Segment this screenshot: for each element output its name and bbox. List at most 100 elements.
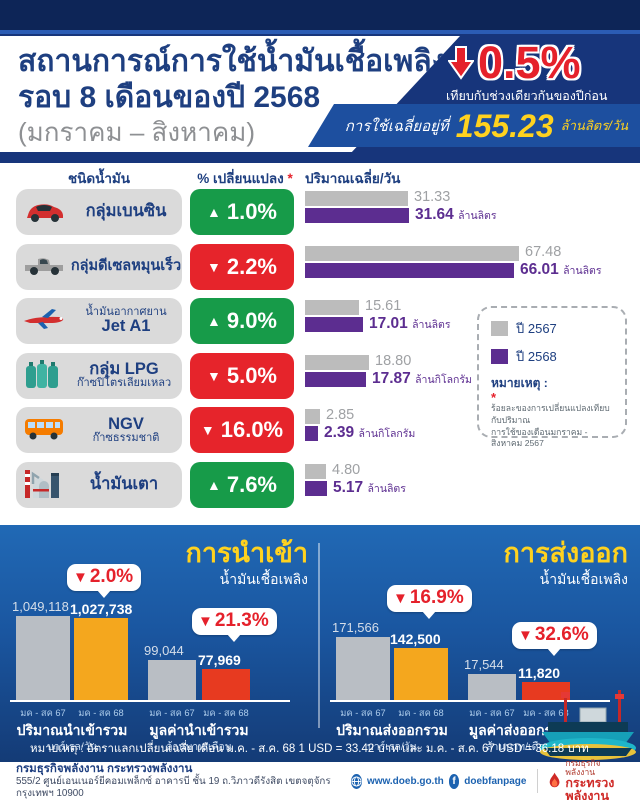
average-usage-unit: ล้านลิตร/วัน [560, 118, 628, 133]
change-bubble: ▼ 2.0% [67, 564, 142, 598]
header-top-strip [0, 0, 640, 30]
group-unit: บาร์เรล/วัน [367, 741, 417, 753]
axis-line [10, 700, 290, 702]
value-unit: ล้านกิโลกรัม [415, 373, 472, 386]
value-2568: 31.64 ล้านลิตร [415, 206, 497, 223]
value-2568: 66.01 ล้านลิตร [520, 260, 602, 278]
bar-2568 [305, 208, 409, 223]
change-badge: ▼ 2.2% [190, 243, 294, 290]
value-2568: 5.17 ล้านลิตร [333, 478, 406, 496]
change-badge: ▲ 7.6% [190, 461, 294, 508]
group-caption: ปริมาณนำเข้ารวม [16, 722, 128, 738]
facebook-glyph: f [452, 775, 456, 787]
website-link[interactable]: www.doeb.go.th [366, 775, 444, 787]
globe-icon [350, 773, 362, 789]
facebook-link[interactable]: doebfanpage [464, 775, 527, 787]
import-export-section: การนำเข้า น้ำมันเชื้อเพลิง 1,049,118 มค - ส… [0, 525, 640, 762]
legend-note-text: ร้อยละของการเปลี่ยนแปลงเทียบกับปริมาณ กา… [491, 403, 615, 449]
bar-value: 17,544 [464, 657, 504, 672]
bar-value: 1,049,118 [12, 599, 69, 614]
value-2567: 4.80 [332, 461, 361, 478]
change-percent: 16.0% [220, 417, 284, 442]
fuel-pill: NGV ก๊าซธรรมชาติ [16, 407, 182, 453]
tick-label: มค - สค 67 [149, 708, 195, 718]
bar-2567 [305, 409, 320, 424]
fuel-row-3: น้ำมันอากาศยาน Jet A1 ▲ 9.0% 15.61 17.01 ล้าน… [0, 295, 640, 349]
fuel-row-2: กลุ่มดีเซลหมุนเร็ว ▼ 2.2% 67.48 66.01 ล้านลิ… [0, 241, 640, 295]
column-header-asterisk: * [287, 171, 293, 186]
department-logo-line1: กรมธุรกิจพลังงาน [565, 757, 601, 777]
fuel-row-4: กลุ่ม LPG ก๊าซปิโตรเลียมเหลว ▼ 5.0% 18.80 17.… [0, 350, 640, 404]
bar-2568 [202, 669, 250, 700]
value-unit: ล้านกิโลกรัม [358, 428, 416, 440]
legend-swatch-2567 [491, 321, 508, 336]
tick-label: มค - สค 67 [469, 708, 515, 718]
bar-2567 [305, 463, 326, 479]
footer: กรมธุรกิจพลังงาน กระทรวงพลังงาน 555/2 ศู… [0, 759, 640, 800]
up-arrow-icon: ▲ [206, 313, 221, 329]
down-arrow-icon: ▼ [206, 258, 221, 275]
bar-value: 99,044 [144, 643, 184, 658]
down-arrow-icon: ▼ [393, 590, 408, 607]
page-title-line1: สถานการณ์การใช้น้ำมันเชื้อเพลิง [18, 45, 447, 78]
down-arrow-icon: ▼ [206, 367, 221, 384]
tick-label: มค - สค 68 [203, 708, 249, 718]
chart-title-block: การส่งออก น้ำมันเชื้อเพลิง [504, 538, 628, 591]
bar-2567 [305, 300, 359, 315]
bar-2568 [305, 426, 318, 441]
fuel-pill: กลุ่มดีเซลหมุนเร็ว [16, 243, 182, 290]
bar-value: 77,969 [198, 652, 241, 668]
up-arrow-icon: ▲ [206, 476, 221, 493]
value-2568: 17.01 ล้านลิตร [369, 315, 451, 332]
value-2568: 2.39 ล้านกิโลกรัม [324, 424, 416, 441]
value-2567: 15.61 [365, 298, 402, 314]
tick-label: มค - สค 68 [398, 708, 444, 718]
change-percent: 9.0% [226, 308, 277, 333]
axis-line [330, 700, 610, 702]
overall-change-caption: เทียบกับช่วงเดียวกันของปีก่อน [446, 89, 608, 103]
value-unit: ล้านลิตร [412, 319, 451, 331]
change-badge: ▲ 1.0% [190, 189, 294, 235]
group-unit: ล้านบาท/เดือน [486, 741, 552, 753]
change-bubble: ▼ 21.3% [192, 608, 277, 642]
change-bubble: ▼ 16.9% [387, 585, 472, 619]
fuel-label: น้ำมันอากาศยาน Jet A1 [85, 305, 167, 336]
page-title-line3: (มกราคม – สิงหาคม) [18, 117, 256, 147]
legend-item-2567: ปี 2567 [491, 318, 615, 339]
chart-title: การนำเข้า [185, 538, 308, 568]
change-badge: ▼ 16.0% [190, 407, 294, 453]
bar-value: 11,820 [518, 665, 561, 681]
column-header-change-label: % เปลี่ยนแปลง [197, 171, 284, 186]
column-header-change: % เปลี่ยนแปลง * [170, 167, 320, 189]
average-usage-prefix: การใช้เฉลี่ยอยู่ที่ [344, 117, 449, 135]
value-unit: ล้านลิตร [458, 210, 497, 222]
value-2568: 17.87 ล้านกิโลกรัม [372, 369, 472, 387]
change-percent: 1.0% [226, 199, 277, 224]
facebook-icon: f [448, 773, 460, 789]
value-unit: ล้านลิตร [563, 264, 602, 277]
group-unit: ล้านบาท/เดือน [166, 741, 232, 753]
up-arrow-icon: ▲ [206, 204, 221, 220]
down-arrow-icon: ▼ [73, 569, 88, 586]
value-2567: 2.85 [326, 407, 355, 423]
fuel-pill: กลุ่ม LPG ก๊าซปิโตรเลียมเหลว [16, 352, 182, 399]
department-logo-text: กรมธุรกิจพลังงาน กระทรวงพลังงาน [565, 759, 630, 800]
fuel-table: กลุ่มเบนซิน ▲ 1.0% 31.33 31.64 ล้านลิตร กลุ่ม… [0, 186, 640, 525]
bar-2568 [305, 371, 366, 387]
fuel-row-1: กลุ่มเบนซิน ▲ 1.0% 31.33 31.64 ล้านลิตร [0, 186, 640, 240]
refinery-icon [22, 464, 62, 505]
footer-divider [537, 769, 539, 793]
legend-label-2568: ปี 2568 [516, 349, 557, 364]
group-unit: บาร์เรล/วัน [47, 741, 97, 753]
fuel-pill: น้ำมันเตา [16, 461, 182, 508]
change-badge: ▲ 9.0% [190, 298, 294, 344]
legend-note-title: หมายเหตุ : [491, 376, 548, 390]
fuel-row-6: น้ำมันเตา ▲ 7.6% 4.80 5.17 ล้านลิตร [0, 459, 640, 513]
column-header-quantity: ปริมาณเฉลี่ย/วัน [305, 171, 401, 186]
group-caption: ปริมาณส่งออกรวม [336, 722, 448, 738]
pickup-icon [22, 249, 66, 284]
bar-2568 [74, 618, 128, 700]
department-logo-line2: กระทรวงพลังงาน [565, 775, 615, 800]
car-icon [22, 195, 66, 230]
cargo-ship-icon [540, 690, 636, 760]
